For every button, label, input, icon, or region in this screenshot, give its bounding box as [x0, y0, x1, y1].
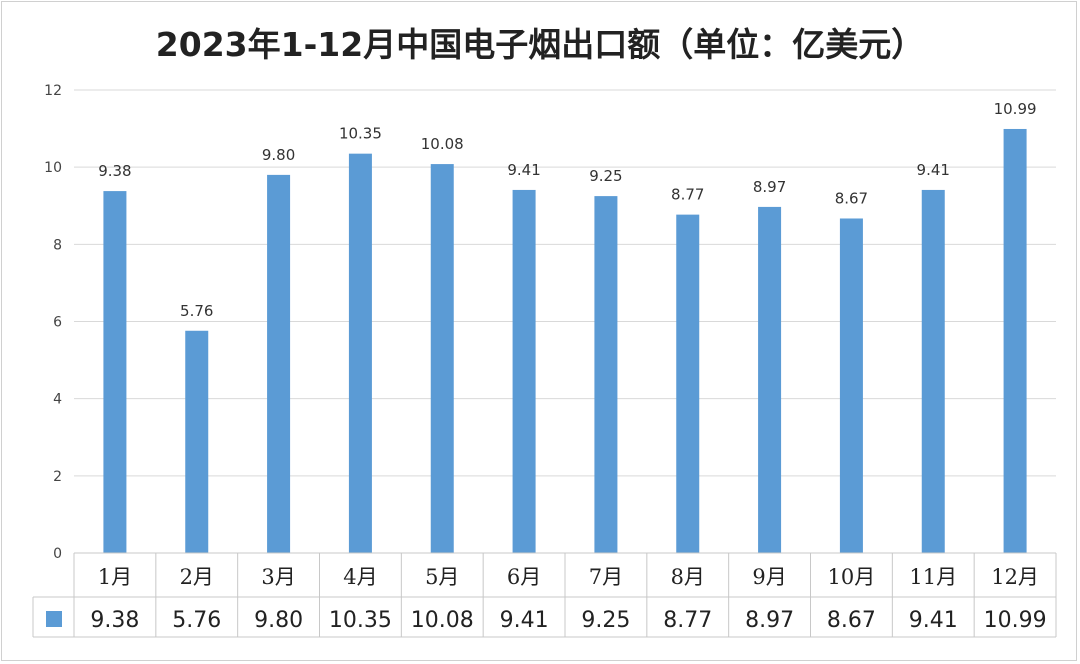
y-tick-label: 2: [53, 469, 62, 485]
bar: [839, 218, 863, 554]
bar-value-label: 8.67: [835, 189, 868, 207]
bar-value-label: 8.97: [753, 178, 786, 196]
bar-value-label: 9.80: [262, 146, 295, 164]
bar: [921, 189, 945, 553]
table-value-cell: 9.38: [90, 608, 139, 633]
x-category-label: 3月: [261, 565, 295, 589]
y-tick-label: 6: [53, 315, 62, 331]
bar-value-label: 5.76: [180, 302, 213, 320]
bars: [103, 128, 1027, 554]
bar-value-label: 10.35: [339, 125, 382, 143]
legend-key: [46, 611, 62, 627]
bar: [758, 206, 782, 553]
table-value-cell: 9.41: [909, 608, 958, 633]
table-value-cell: 10.99: [984, 608, 1047, 633]
x-category-label: 2月: [180, 565, 214, 589]
bar: [1003, 128, 1027, 553]
data-labels: 9.38 5.76 9.80 10.35 10.08 9.41 9.25 8.77 8.97 8.…: [98, 100, 1036, 320]
table-value-cell: 8.77: [663, 608, 712, 633]
data-table: 1月 9.38 2月 5.76 3月 9.80 4月 10.35 5月 10.08 6月 9.41 7月…: [32, 552, 1057, 638]
x-category-label: 1月: [98, 565, 132, 589]
x-category-label: 6月: [507, 565, 541, 589]
bar-value-label: 8.77: [671, 186, 704, 204]
x-category-label: 7月: [589, 565, 623, 589]
table-value-cell: 10.08: [411, 608, 474, 633]
table-value-cell: 9.41: [500, 608, 549, 633]
bar: [430, 164, 454, 553]
table-value-cell: 10.35: [329, 608, 392, 633]
table-value-cell: 9.25: [581, 608, 630, 633]
y-axis-ticks: 0 2 4 6 8 10 12: [44, 83, 62, 562]
bar: [348, 153, 372, 553]
table-value-cell: 5.76: [172, 608, 221, 633]
x-category-label: 12月: [991, 565, 1039, 589]
bar-value-label: 10.99: [994, 100, 1037, 118]
bar-value-label: 9.41: [917, 161, 950, 179]
x-category-label: 5月: [425, 565, 459, 589]
x-category-label: 4月: [343, 565, 377, 589]
bar-value-label: 9.41: [507, 161, 540, 179]
bar-value-label: 10.08: [421, 135, 464, 153]
table-value-cell: 9.80: [254, 608, 303, 633]
chart-title: 2023年1-12月中国电子烟出口额（单位：亿美元）: [155, 25, 925, 64]
x-category-label: 11月: [909, 565, 957, 589]
bar: [103, 191, 127, 554]
bar-value-label: 9.25: [589, 167, 622, 185]
y-tick-label: 10: [44, 160, 62, 176]
table-value-cell: 8.97: [745, 608, 794, 633]
bar: [267, 174, 291, 553]
gridlines: [74, 89, 1056, 554]
bar: [676, 214, 700, 554]
y-tick-label: 4: [53, 392, 62, 408]
bar-value-label: 9.38: [98, 162, 131, 180]
x-category-label: 10月: [828, 565, 876, 589]
y-tick-label: 0: [53, 546, 62, 562]
bar: [185, 330, 209, 553]
bar: [512, 189, 536, 553]
table-value-cell: 8.67: [827, 608, 876, 633]
x-category-label: 9月: [752, 565, 786, 589]
x-category-label: 8月: [671, 565, 705, 589]
bar: [594, 196, 618, 553]
y-tick-label: 12: [44, 83, 62, 99]
y-tick-label: 8: [53, 237, 62, 253]
